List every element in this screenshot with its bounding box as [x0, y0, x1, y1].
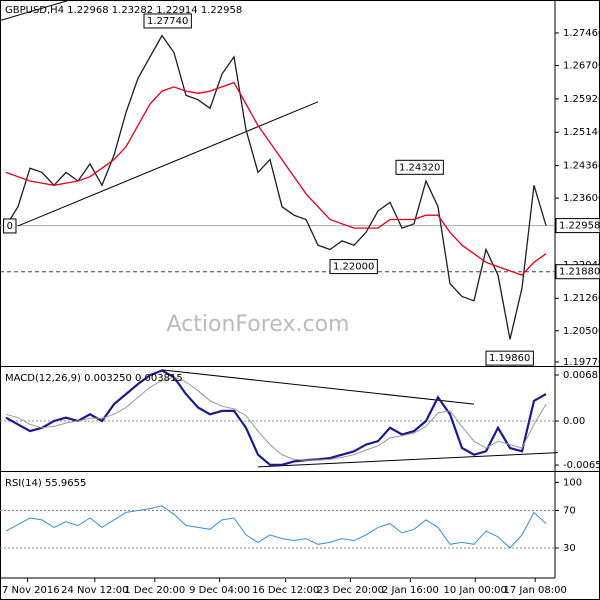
- y-tick-label: 1.25920: [563, 94, 600, 105]
- y-tick-label: 1.21260: [563, 293, 600, 304]
- y-tick-label: 0.00: [563, 416, 585, 427]
- annotation: 1.22000: [333, 262, 374, 273]
- level-label-box: [555, 218, 600, 234]
- y-tick-label: 1.20500: [563, 326, 600, 337]
- annotation: 1.24320: [399, 162, 440, 173]
- trendline: [161, 369, 475, 405]
- watermark: ActionForex.com: [167, 312, 350, 337]
- annotation: 1.27740: [147, 16, 188, 27]
- annotation-box: [485, 350, 534, 366]
- panel-title: MACD(12,26,9) 0.003250 0.003815: [5, 373, 183, 384]
- y-tick-label: -0.006538: [563, 460, 600, 471]
- x-tick-label: 23 Dec 20:00: [317, 585, 384, 596]
- y-tick-label: 30: [563, 543, 576, 554]
- y-tick-label: 1.25140: [563, 127, 600, 138]
- y-tick-label: 1.27460: [563, 28, 600, 39]
- annotation-box: [395, 159, 444, 175]
- x-tick-label: 9 Dec 04:00: [189, 585, 250, 596]
- annotation: 0: [7, 221, 13, 232]
- y-tick-label: 0.006829: [563, 370, 600, 381]
- x-tick-label: 2 Jan 16:00: [382, 585, 439, 596]
- annotation: 1.19860: [489, 353, 530, 364]
- series-line: [5, 505, 547, 549]
- series-line: [5, 376, 547, 461]
- y-tick-label: 70: [563, 506, 576, 517]
- series-line: [5, 34, 547, 340]
- series-line: [5, 369, 547, 466]
- y-tick-label: 1.26700: [563, 60, 600, 71]
- x-tick-label: 1 Dec 20:00: [124, 585, 185, 596]
- panel-title: RSI(14) 55.9655: [5, 478, 86, 489]
- panel-title: GBPUSD,H4 1.22968 1.23282 1.22914 1.2295…: [5, 5, 242, 16]
- x-tick-label: 24 Nov 12:00: [61, 585, 128, 596]
- level-label-box: [555, 264, 600, 280]
- annotation-box: [329, 259, 378, 275]
- y-tick-label: 1.23600: [563, 193, 600, 204]
- x-tick-label: 17 Nov 2016: [0, 585, 60, 596]
- trendline: [17, 101, 319, 227]
- x-tick-label: 10 Jan 00:00: [444, 585, 507, 596]
- trendline: [257, 452, 559, 468]
- level-label: 1.22958: [559, 221, 600, 232]
- trendline: [0, 0, 72, 22]
- y-tick-label: 1.19770: [563, 357, 600, 368]
- series-line: [5, 81, 547, 276]
- y-tick-label: 100: [563, 477, 582, 488]
- x-tick-label: 16 Dec 12:00: [252, 585, 319, 596]
- annotation-box: [143, 13, 192, 29]
- level-label: 1.21880: [559, 267, 600, 278]
- y-tick-label: 1.24360: [563, 161, 600, 172]
- x-tick-label: 17 Jan 08:00: [504, 585, 567, 596]
- annotation-box: [3, 218, 17, 234]
